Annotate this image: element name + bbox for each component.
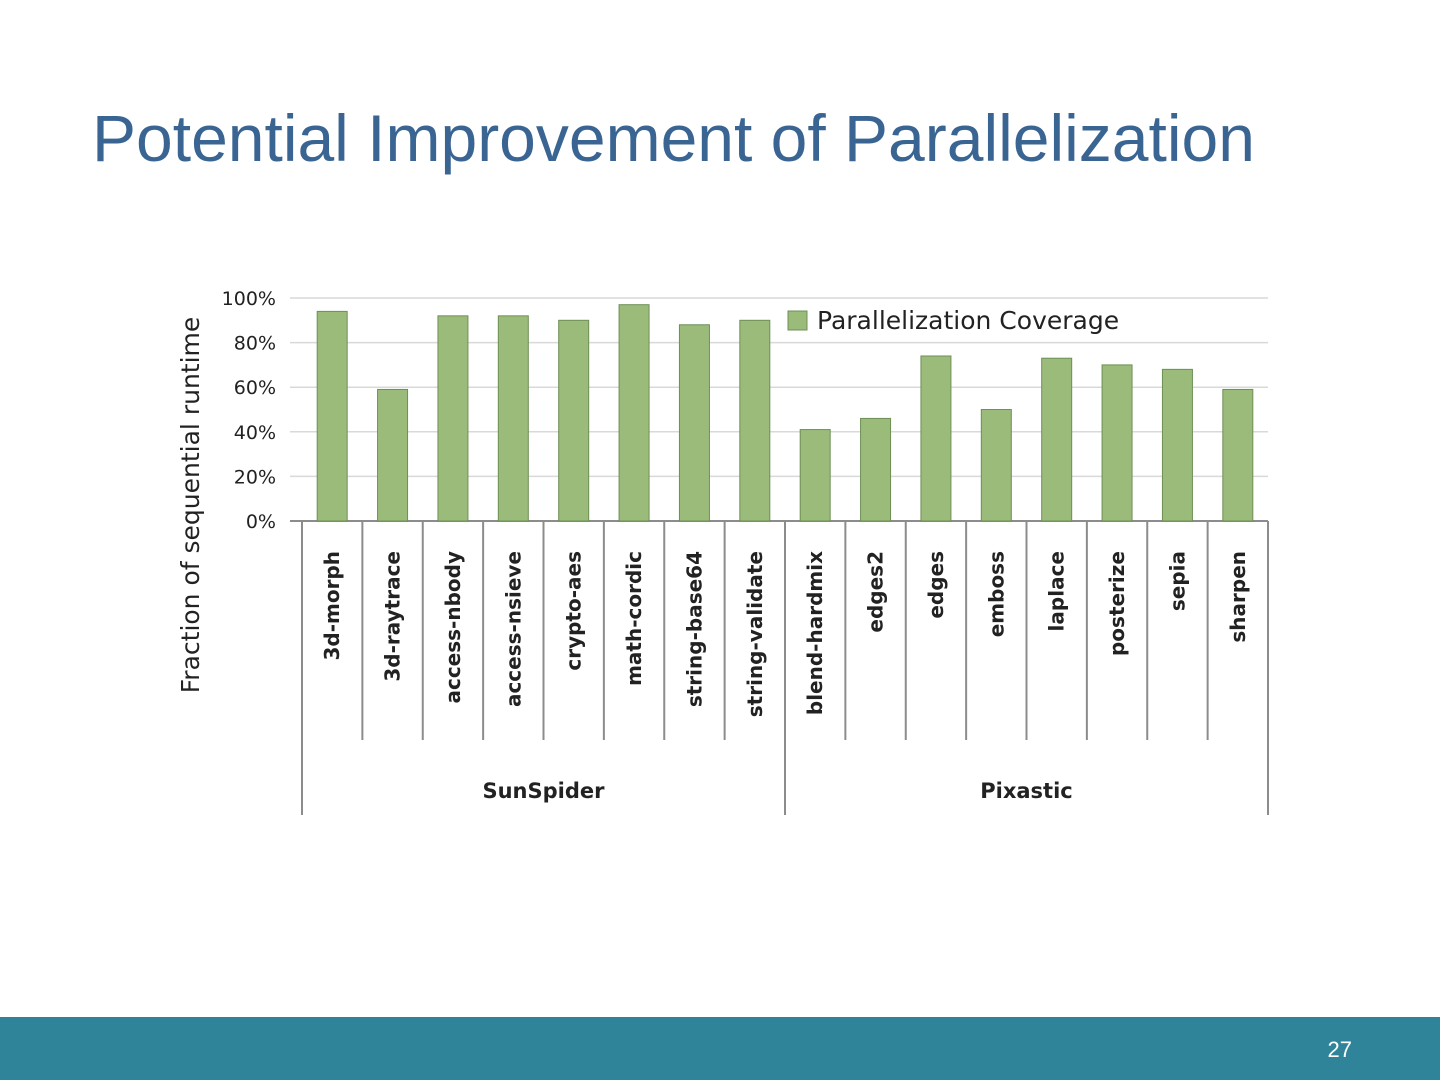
bar: [1161, 368, 1193, 522]
footer-bar: 27: [0, 1017, 1440, 1080]
bar: [739, 319, 771, 522]
slide-title: Potential Improvement of Parallelization: [92, 101, 1255, 175]
category-label: crypto-aes: [562, 551, 586, 671]
category-label: string-validate: [743, 551, 767, 717]
category-label: access-nsieve: [501, 551, 525, 707]
category-label: 3d-raytrace: [381, 551, 405, 682]
bar: [678, 324, 710, 522]
category-label: emboss: [984, 551, 1008, 637]
bar: [558, 319, 590, 522]
category-label: sepia: [1165, 551, 1189, 611]
bar: [860, 417, 892, 522]
category-label: laplace: [1045, 551, 1069, 631]
y-tick-label: 40%: [234, 422, 276, 444]
bar: [799, 429, 831, 522]
bar: [980, 409, 1012, 522]
category-label: access-nbody: [441, 551, 465, 704]
category-label: edges2: [864, 551, 888, 633]
category-label: math-cordic: [622, 551, 646, 686]
bar: [437, 315, 469, 522]
category-label: 3d-morph: [320, 551, 344, 661]
group-label: SunSpider: [482, 779, 605, 803]
page-number: 27: [1327, 1037, 1352, 1062]
category-label: blend-hardmix: [803, 551, 827, 715]
bar: [1101, 364, 1133, 522]
category-label: string-base64: [682, 551, 706, 707]
category-label: sharpen: [1226, 551, 1250, 643]
y-tick-label: 80%: [234, 333, 276, 355]
category-label: posterize: [1105, 551, 1129, 656]
bar: [1222, 388, 1254, 522]
bar: [377, 388, 409, 522]
legend-label: Parallelization Coverage: [817, 306, 1119, 335]
bar: [1041, 357, 1073, 522]
y-axis-title: Fraction of sequential runtime: [176, 317, 205, 694]
category-label: edges: [924, 551, 948, 619]
y-tick-label: 0%: [246, 511, 276, 533]
legend-swatch: [787, 310, 808, 331]
group-label: Pixastic: [980, 779, 1073, 803]
y-tick-label: 20%: [234, 466, 276, 488]
bar: [497, 315, 529, 522]
bar: [316, 310, 348, 522]
bar: [618, 304, 650, 522]
y-tick-label: 100%: [222, 288, 276, 310]
bar: [920, 355, 952, 522]
y-tick-label: 60%: [234, 377, 276, 399]
